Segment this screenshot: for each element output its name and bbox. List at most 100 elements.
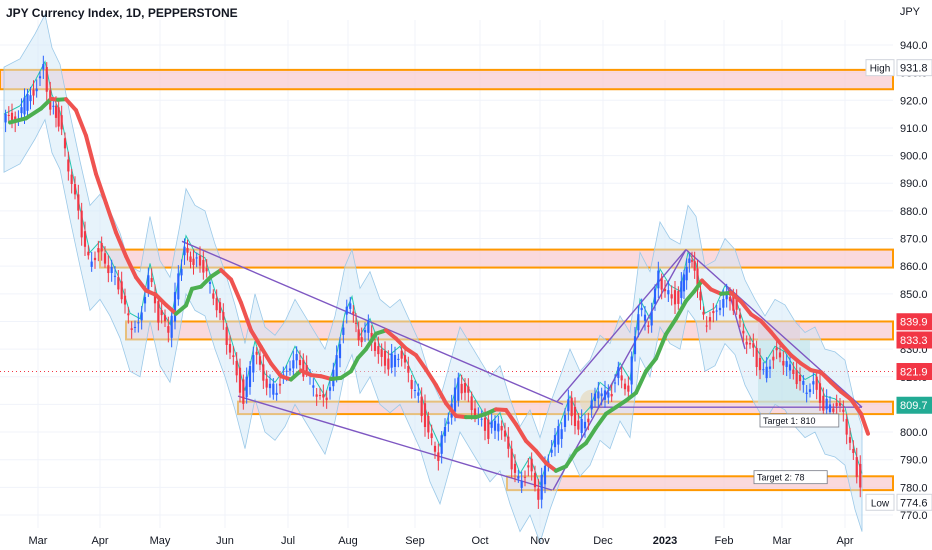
- candle-body: [510, 448, 513, 470]
- candle-body: [205, 268, 208, 272]
- candle-body: [859, 463, 862, 488]
- candle-body: [157, 301, 160, 323]
- ma-segment: [684, 289, 696, 304]
- candle-body: [725, 291, 728, 300]
- candle-body: [460, 383, 463, 394]
- candle-body: [696, 268, 699, 291]
- candle-body: [517, 476, 520, 479]
- y-tick-label: 800.0: [900, 427, 928, 439]
- sr-zone: [506, 475, 894, 492]
- candle-body: [728, 296, 732, 302]
- candle-body: [693, 261, 696, 271]
- price-tag-box: [896, 363, 932, 381]
- candle-body: [457, 377, 460, 401]
- ma-segment: [39, 96, 53, 111]
- candle-body: [93, 257, 97, 261]
- candle-body: [295, 354, 298, 361]
- candle-body: [380, 349, 383, 357]
- y-tick-label: 780.0: [900, 482, 928, 494]
- bollinger-fill: [3, 13, 863, 544]
- sr-zone: [0, 68, 894, 91]
- candle-body: [623, 383, 627, 390]
- candle-body: [160, 310, 163, 316]
- y-tick-label: 860.0: [900, 261, 928, 273]
- candle-body: [150, 278, 153, 283]
- candle-body: [38, 76, 42, 79]
- candle-body: [660, 277, 663, 290]
- time-axis[interactable]: Mar Apr May Jun Jul Aug Sep Oct Nov Dec 2023 Feb Mar…: [29, 535, 854, 547]
- candle-body: [173, 292, 177, 322]
- candle-body: [798, 375, 802, 382]
- candle-body: [268, 383, 272, 389]
- y-tick-label: 920.0: [900, 95, 928, 107]
- y-tick-label: 890.0: [900, 178, 928, 190]
- ma-segment: [74, 108, 88, 138]
- price-axis[interactable]: 940.0930.0920.0910.0900.0890.0880.0870.0…: [900, 40, 928, 522]
- candle-body: [663, 288, 667, 292]
- candle-body: [278, 383, 282, 386]
- ma-segment: [269, 361, 283, 379]
- ma-segment: [154, 292, 168, 307]
- candle-body: [657, 270, 660, 289]
- ma-segment: [384, 328, 398, 341]
- y-tick-label: 900.0: [900, 151, 928, 163]
- candle-body: [275, 392, 278, 395]
- candle-body: [335, 355, 338, 379]
- ma-segment: [364, 331, 378, 352]
- candle-body: [73, 184, 77, 195]
- ma-segment: [514, 422, 528, 443]
- moving-average: [8, 96, 870, 473]
- trendline: [556, 249, 687, 403]
- candle-body: [305, 365, 308, 372]
- ma-segment: [24, 106, 43, 121]
- candle-body: [667, 290, 670, 295]
- candle-body: [285, 370, 288, 372]
- candle-body: [342, 327, 345, 335]
- candle-body: [430, 433, 433, 439]
- candle-body: [387, 358, 390, 370]
- candle-body: [170, 315, 173, 338]
- candle-body: [265, 378, 268, 388]
- candle-body: [523, 476, 527, 478]
- candle-body: [57, 107, 60, 127]
- candle-body: [352, 311, 355, 314]
- candle-body: [52, 105, 55, 107]
- candle-body: [107, 265, 110, 274]
- candle-body: [513, 463, 517, 473]
- candle-body: [527, 465, 530, 468]
- candle-body: [189, 256, 192, 262]
- candle-body: [633, 336, 637, 355]
- ma-segment: [789, 353, 803, 366]
- candle-body: [315, 394, 318, 397]
- ma-segment: [624, 390, 638, 403]
- candle-body: [718, 307, 722, 311]
- candle-body: [543, 466, 547, 485]
- y-tick-label: 850.0: [900, 289, 928, 301]
- candle-body: [597, 391, 600, 399]
- candle-body: [795, 370, 798, 385]
- ma-segment: [634, 369, 648, 395]
- candle-body: [533, 472, 537, 488]
- candle-body: [70, 174, 73, 185]
- candle-body: [42, 64, 45, 70]
- candle-body: [127, 313, 130, 316]
- candle-body: [818, 383, 822, 403]
- candle-body: [762, 369, 765, 371]
- candle-body: [463, 383, 467, 393]
- price-tag-value: 833.3: [900, 335, 928, 347]
- candle-body: [699, 291, 702, 301]
- x-tick-label: Aug: [338, 535, 358, 547]
- candle-body: [288, 368, 292, 371]
- candle-body: [470, 396, 473, 411]
- candle-body: [583, 421, 587, 429]
- ma-segment: [209, 268, 223, 279]
- candle-body: [302, 359, 305, 377]
- candle-body: [222, 312, 225, 321]
- candle-body: [673, 290, 677, 305]
- candle-body: [60, 115, 63, 130]
- candle-body: [113, 275, 117, 277]
- candle-body: [147, 275, 150, 292]
- ma-segment: [839, 389, 853, 402]
- candle-body: [738, 314, 742, 319]
